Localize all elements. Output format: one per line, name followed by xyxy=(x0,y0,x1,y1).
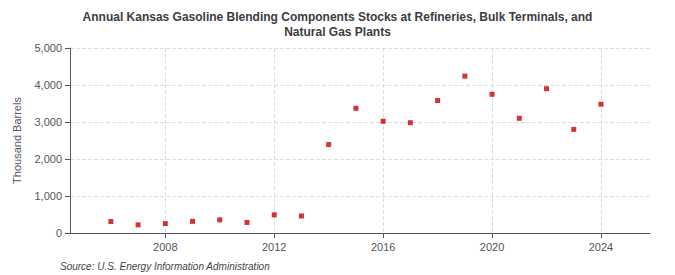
svg-text:Source: U.S. Energy Informatio: Source: U.S. Energy Information Administ… xyxy=(60,261,270,272)
svg-text:2024: 2024 xyxy=(589,241,613,253)
svg-text:Natural Gas Plants: Natural Gas Plants xyxy=(284,25,391,39)
svg-text:1,000: 1,000 xyxy=(34,190,62,202)
svg-text:0: 0 xyxy=(56,227,62,239)
svg-text:3,000: 3,000 xyxy=(34,116,62,128)
svg-text:Annual Kansas Gasoline Blendin: Annual Kansas Gasoline Blending Componen… xyxy=(83,10,593,24)
svg-text:2016: 2016 xyxy=(371,241,395,253)
svg-text:4,000: 4,000 xyxy=(34,79,62,91)
svg-text:2012: 2012 xyxy=(262,241,286,253)
svg-text:5,000: 5,000 xyxy=(34,42,62,54)
svg-text:Thousand Barrels: Thousand Barrels xyxy=(11,97,23,184)
svg-text:2008: 2008 xyxy=(153,241,177,253)
svg-text:2020: 2020 xyxy=(480,241,504,253)
svg-text:2,000: 2,000 xyxy=(34,153,62,165)
